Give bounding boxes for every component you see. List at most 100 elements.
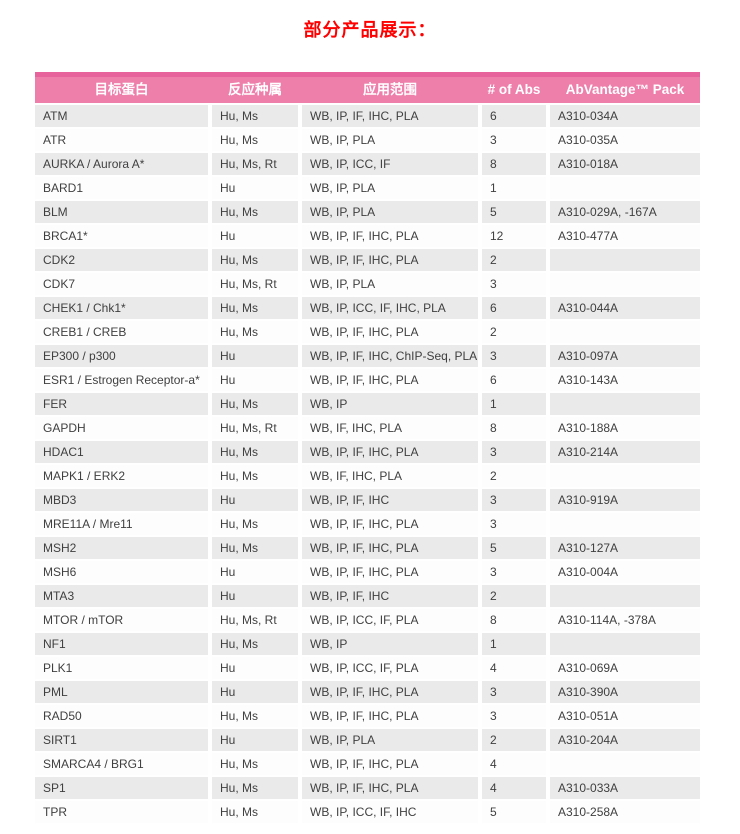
cell-applications: WB, IP	[302, 633, 478, 655]
cell-num-abs: 12	[482, 225, 546, 247]
table-row: MBD3 Hu WB, IP, IF, IHC 3 A310-919A	[35, 489, 700, 511]
table-row: MTOR / mTOR Hu, Ms, Rt WB, IP, ICC, IF, …	[35, 609, 700, 631]
header-cell-num-abs: # of Abs	[487, 82, 541, 97]
cell-target-protein: BARD1	[35, 177, 208, 199]
cell-num-abs: 3	[482, 345, 546, 367]
cell-applications: WB, IP, ICC, IF, IHC, PLA	[302, 297, 478, 319]
cell-target-protein: EP300 / p300	[35, 345, 208, 367]
cell-abvantage-pack: A310-051A	[550, 705, 700, 727]
table-row: ESR1 / Estrogen Receptor-a* Hu WB, IP, I…	[35, 369, 700, 391]
cell-target-protein: AURKA / Aurora A*	[35, 153, 208, 175]
table-row: BRCA1* Hu WB, IP, IF, IHC, PLA 12 A310-4…	[35, 225, 700, 247]
table-row: MTA3 Hu WB, IP, IF, IHC 2	[35, 585, 700, 607]
cell-abvantage-pack: A310-004A	[550, 561, 700, 583]
cell-applications: WB, IP, ICC, IF, IHC	[302, 801, 478, 823]
cell-num-abs: 3	[482, 513, 546, 535]
header-cell-reactive-species: 反应种属	[228, 82, 282, 97]
table-row: BARD1 Hu WB, IP, PLA 1	[35, 177, 700, 199]
table-row: CDK7 Hu, Ms, Rt WB, IP, PLA 3	[35, 273, 700, 295]
cell-abvantage-pack: A310-033A	[550, 777, 700, 799]
header-cell-target-protein: 目标蛋白	[94, 82, 149, 97]
cell-abvantage-pack: A310-214A	[550, 441, 700, 463]
table-row: GAPDH Hu, Ms, Rt WB, IF, IHC, PLA 8 A310…	[35, 417, 700, 439]
cell-target-protein: SIRT1	[35, 729, 208, 751]
cell-applications: WB, IP, IF, IHC, PLA	[302, 753, 478, 775]
cell-reactive-species: Hu, Ms	[212, 249, 298, 271]
cell-abvantage-pack	[550, 753, 700, 775]
cell-abvantage-pack: A310-143A	[550, 369, 700, 391]
cell-abvantage-pack	[550, 585, 700, 607]
cell-target-protein: CREB1 / CREB	[35, 321, 208, 343]
cell-reactive-species: Hu, Ms, Rt	[212, 273, 298, 295]
cell-applications: WB, IP, IF, IHC, PLA	[302, 513, 478, 535]
cell-abvantage-pack: A310-258A	[550, 801, 700, 823]
cell-applications: WB, IF, IHC, PLA	[302, 417, 478, 439]
cell-reactive-species: Hu, Ms	[212, 777, 298, 799]
cell-abvantage-pack: A310-919A	[550, 489, 700, 511]
cell-target-protein: MSH2	[35, 537, 208, 559]
cell-reactive-species: Hu	[212, 657, 298, 679]
cell-abvantage-pack: A310-097A	[550, 345, 700, 367]
cell-applications: WB, IP, IF, IHC, ChIP-Seq, PLA	[302, 345, 478, 367]
cell-num-abs: 4	[482, 777, 546, 799]
table-row: TPR Hu, Ms WB, IP, ICC, IF, IHC 5 A310-2…	[35, 801, 700, 823]
cell-target-protein: CHEK1 / Chk1*	[35, 297, 208, 319]
cell-reactive-species: Hu	[212, 585, 298, 607]
cell-applications: WB, IP, PLA	[302, 129, 478, 151]
cell-num-abs: 3	[482, 129, 546, 151]
cell-reactive-species: Hu	[212, 729, 298, 751]
cell-num-abs: 3	[482, 681, 546, 703]
cell-applications: WB, IP, IF, IHC, PLA	[302, 705, 478, 727]
cell-reactive-species: Hu, Ms	[212, 297, 298, 319]
cell-target-protein: GAPDH	[35, 417, 208, 439]
cell-applications: WB, IP	[302, 393, 478, 415]
cell-target-protein: MTA3	[35, 585, 208, 607]
cell-abvantage-pack: A310-044A	[550, 297, 700, 319]
table-row: PML Hu WB, IP, IF, IHC, PLA 3 A310-390A	[35, 681, 700, 703]
cell-abvantage-pack	[550, 177, 700, 199]
cell-abvantage-pack: A310-114A, -378A	[550, 609, 700, 631]
cell-target-protein: HDAC1	[35, 441, 208, 463]
cell-applications: WB, IP, PLA	[302, 201, 478, 223]
cell-reactive-species: Hu, Ms	[212, 441, 298, 463]
cell-target-protein: ESR1 / Estrogen Receptor-a*	[35, 369, 208, 391]
page-title: 部分产品展示：	[303, 20, 437, 40]
table-row: MRE11A / Mre11 Hu, Ms WB, IP, IF, IHC, P…	[35, 513, 700, 535]
cell-num-abs: 6	[482, 105, 546, 127]
table-row: SMARCA4 / BRG1 Hu, Ms WB, IP, IF, IHC, P…	[35, 753, 700, 775]
table-row: CREB1 / CREB Hu, Ms WB, IP, IF, IHC, PLA…	[35, 321, 700, 343]
cell-num-abs: 3	[482, 705, 546, 727]
cell-applications: WB, IP, ICC, IF	[302, 153, 478, 175]
cell-reactive-species: Hu, Ms	[212, 105, 298, 127]
table-row: SP1 Hu, Ms WB, IP, IF, IHC, PLA 4 A310-0…	[35, 777, 700, 799]
cell-num-abs: 2	[482, 465, 546, 487]
cell-num-abs: 4	[482, 657, 546, 679]
cell-abvantage-pack: A310-035A	[550, 129, 700, 151]
table-row: NF1 Hu, Ms WB, IP 1	[35, 633, 700, 655]
cell-reactive-species: Hu, Ms	[212, 537, 298, 559]
cell-target-protein: NF1	[35, 633, 208, 655]
cell-target-protein: MSH6	[35, 561, 208, 583]
cell-applications: WB, IP, IF, IHC	[302, 585, 478, 607]
cell-abvantage-pack	[550, 321, 700, 343]
cell-reactive-species: Hu	[212, 369, 298, 391]
cell-reactive-species: Hu, Ms	[212, 129, 298, 151]
cell-target-protein: SMARCA4 / BRG1	[35, 753, 208, 775]
cell-abvantage-pack: A310-390A	[550, 681, 700, 703]
cell-abvantage-pack	[550, 513, 700, 535]
cell-target-protein: MRE11A / Mre11	[35, 513, 208, 535]
cell-reactive-species: Hu	[212, 225, 298, 247]
cell-target-protein: RAD50	[35, 705, 208, 727]
table-row: MAPK1 / ERK2 Hu, Ms WB, IF, IHC, PLA 2	[35, 465, 700, 487]
cell-applications: WB, IP, IF, IHC, PLA	[302, 105, 478, 127]
cell-reactive-species: Hu, Ms	[212, 465, 298, 487]
cell-reactive-species: Hu, Ms, Rt	[212, 417, 298, 439]
cell-reactive-species: Hu, Ms	[212, 393, 298, 415]
table-row: PLK1 Hu WB, IP, ICC, IF, PLA 4 A310-069A	[35, 657, 700, 679]
table-row: SIRT1 Hu WB, IP, PLA 2 A310-204A	[35, 729, 700, 751]
table-row: EP300 / p300 Hu WB, IP, IF, IHC, ChIP-Se…	[35, 345, 700, 367]
cell-applications: WB, IP, IF, IHC, PLA	[302, 681, 478, 703]
cell-num-abs: 4	[482, 753, 546, 775]
cell-num-abs: 6	[482, 369, 546, 391]
cell-applications: WB, IP, IF, IHC, PLA	[302, 369, 478, 391]
